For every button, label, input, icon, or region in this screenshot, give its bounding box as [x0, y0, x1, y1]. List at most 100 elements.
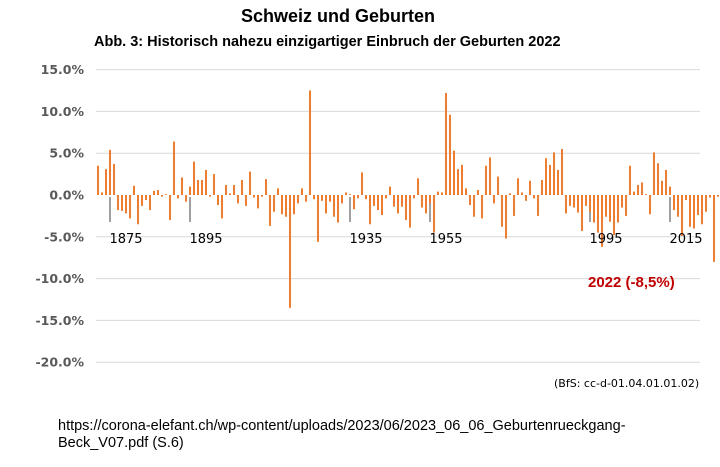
bar-1960: [449, 114, 451, 195]
bar-2004: [625, 195, 627, 216]
bar-1953: [421, 195, 423, 208]
bar-1970: [489, 157, 491, 195]
bar-1903: [221, 195, 223, 219]
bar-1984: [545, 158, 547, 195]
bar-1896: [193, 161, 195, 195]
bar-2001: [613, 195, 615, 236]
bar-1930: [329, 195, 331, 202]
main-title: Schweiz und Geburten: [0, 6, 720, 27]
bar-1942: [377, 195, 379, 211]
bar-1969: [485, 165, 487, 195]
bar-1979: [525, 195, 527, 201]
bar-2009: [645, 194, 647, 195]
bar-1967: [477, 189, 479, 195]
bar-1895: [189, 186, 191, 195]
bar-1916: [273, 195, 275, 212]
bar-1873: [101, 192, 103, 195]
source-url[interactable]: https://corona-elefant.ch/wp-content/upl…: [58, 418, 698, 452]
bar-1877: [117, 195, 119, 211]
bar-1941: [373, 195, 375, 206]
x-axis-labels: 1875 1895 1935 1955 1995 2015: [109, 232, 702, 247]
bar-1936: [353, 195, 355, 210]
bar-1899: [205, 169, 207, 195]
bar-2021: [693, 195, 695, 229]
bar-2017: [677, 195, 679, 217]
bar-1919: [285, 195, 287, 217]
bar-1885: [149, 195, 151, 211]
bar-1927: [317, 195, 319, 242]
y-tick-label: 5.0%: [49, 146, 84, 161]
bar-1879: [125, 195, 127, 214]
bar-1915: [269, 195, 271, 226]
bar-1965: [469, 195, 471, 206]
x-tick-label: 1935: [349, 232, 382, 247]
bar-1966: [473, 195, 475, 217]
bar-1976: [513, 195, 515, 216]
x-tick-label: 1995: [589, 232, 622, 247]
bar-2007: [637, 184, 639, 195]
bar-1933: [341, 195, 343, 204]
source-url-line-2[interactable]: Beck_V07.pdf (S.6): [58, 435, 184, 451]
bar-1989: [565, 195, 567, 214]
bar-1887: [157, 189, 159, 195]
bar-1918: [281, 195, 283, 215]
bar-1938: [361, 172, 363, 195]
bar-1952: [417, 178, 419, 195]
bar-2015: [669, 186, 671, 195]
bar-1939: [365, 195, 367, 200]
bar-1884: [145, 195, 147, 201]
source-url-line-1[interactable]: https://corona-elefant.ch/wp-content/upl…: [58, 418, 626, 434]
bar-2020: [689, 195, 691, 227]
bar-1971: [493, 195, 495, 204]
x-tick-label: 1895: [189, 232, 222, 247]
bar-1948: [401, 195, 403, 207]
bar-1928: [321, 195, 323, 201]
bar-1958: [441, 192, 443, 195]
bar-1893: [181, 177, 183, 195]
bar-1995: [589, 195, 591, 212]
annotation-2022: 2022 (-8,5%): [588, 274, 675, 291]
bar-1959: [445, 93, 447, 195]
bar-1951: [413, 195, 415, 199]
bar-1911: [253, 195, 255, 198]
bar-1920: [289, 195, 291, 308]
bar-2018: [681, 195, 683, 236]
bar-2005: [629, 165, 631, 195]
x-tick-label: 1955: [429, 232, 462, 247]
bar-1914: [265, 179, 267, 195]
bar-2003: [621, 195, 623, 208]
bar-1910: [249, 171, 251, 195]
bar-1990: [569, 195, 571, 206]
bar-2011: [653, 152, 655, 195]
bar-1889: [165, 194, 167, 195]
bar-1950: [409, 195, 411, 228]
grid-lines: [96, 69, 700, 363]
bar-2006: [633, 191, 635, 195]
bar-2002: [617, 195, 619, 223]
bar-1983: [541, 179, 543, 195]
bar-1888: [161, 195, 163, 197]
bar-1961: [453, 150, 455, 195]
bar-1902: [217, 195, 219, 206]
bar-1892: [177, 195, 179, 199]
y-axis-ticks: 15.0% 10.0% 5.0% 0.0% -5.0% -10.0% -15.0% -20.0…: [35, 62, 84, 370]
bar-1964: [465, 188, 467, 195]
y-tick-label: 15.0%: [41, 62, 85, 77]
bar-1882: [137, 195, 139, 225]
bar-1897: [197, 179, 199, 195]
x-tick-label: 2015: [669, 232, 702, 247]
bar-1963: [461, 164, 463, 195]
bar-1998: [601, 195, 603, 247]
bar-1900: [209, 195, 211, 197]
bar-2010: [649, 195, 651, 215]
bar-1985: [549, 164, 551, 195]
bar-2008: [641, 182, 643, 195]
bar-1999: [605, 195, 607, 217]
source-note: (BfS: cc-d-01.04.01.01.02): [554, 377, 699, 390]
bar-2023: [701, 195, 703, 225]
bar-1924: [305, 195, 307, 202]
bar-1917: [277, 188, 279, 195]
bar-1883: [141, 195, 143, 206]
bar-2014: [665, 169, 667, 195]
bar-1968: [481, 195, 483, 219]
